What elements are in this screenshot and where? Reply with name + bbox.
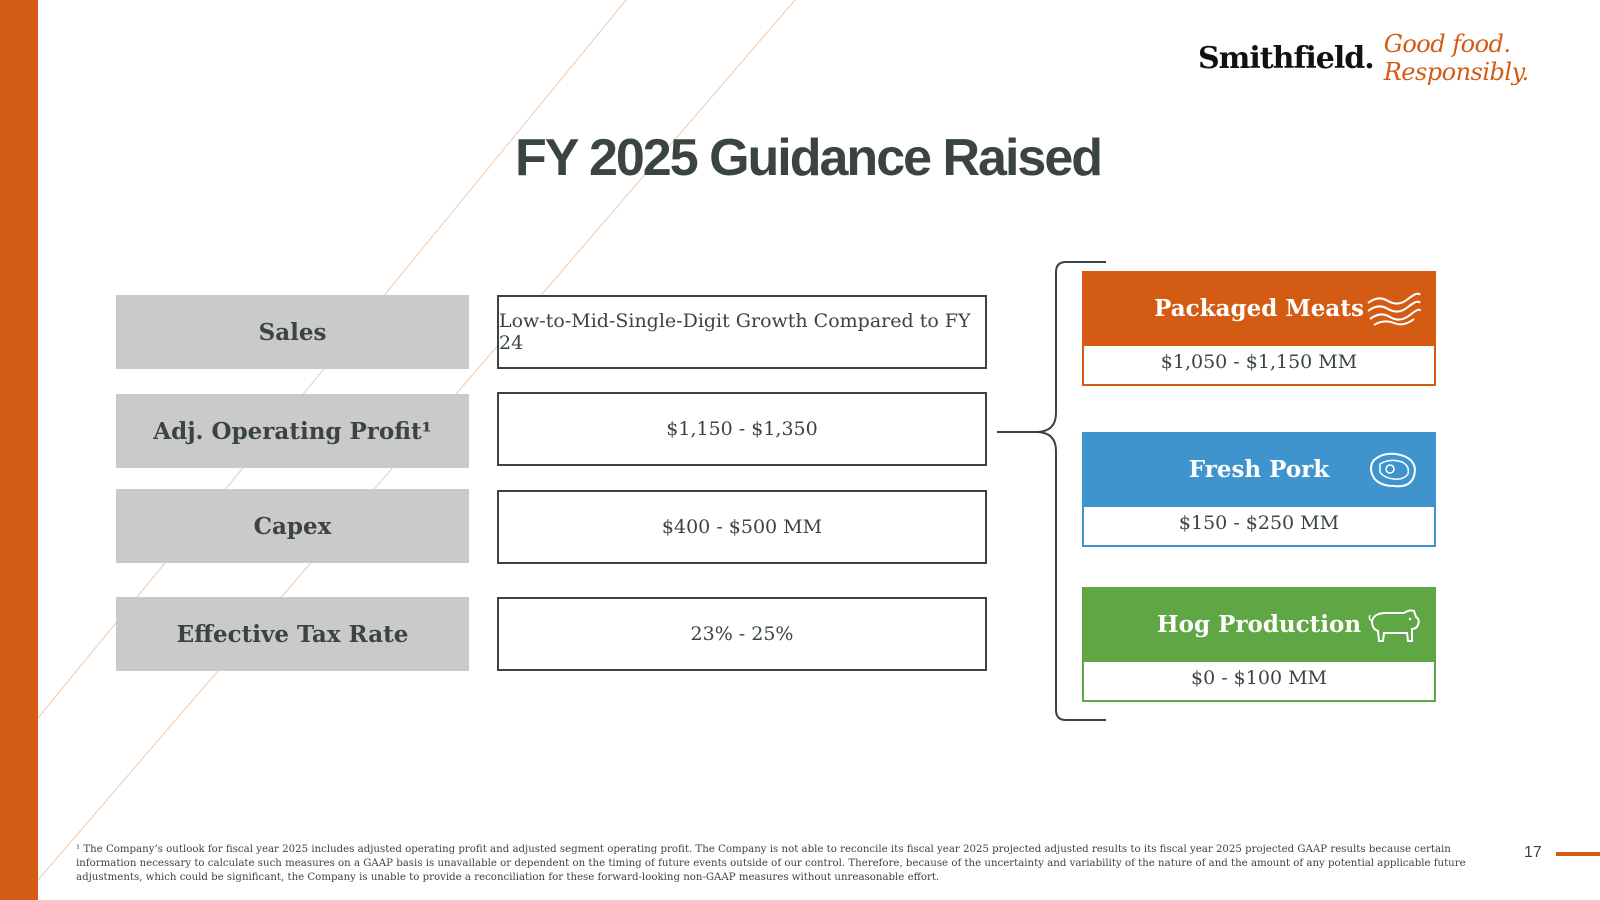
guidance-label-tax-rate: Effective Tax Rate — [116, 597, 469, 671]
pig-icon — [1368, 608, 1420, 642]
guidance-label-sales: Sales — [116, 295, 469, 369]
steak-icon — [1370, 452, 1416, 487]
segment-header: Hog Production — [1082, 587, 1436, 662]
page-title: FY 2025 Guidance Raised — [515, 129, 1103, 187]
guidance-value-operating-profit: $1,150 - $1,350 — [497, 392, 987, 466]
guidance-value-tax-rate: 23% - 25% — [497, 597, 987, 671]
logo-wordmark: Smithfield. — [1198, 40, 1375, 76]
segment-fresh-pork: Fresh Pork $150 - $250 MM — [1082, 432, 1436, 547]
bacon-icon — [1367, 292, 1421, 326]
guidance-value-sales: Low-to-Mid-Single-Digit Growth Compared … — [497, 295, 987, 369]
segment-header: Packaged Meats — [1082, 271, 1436, 346]
footnote: ¹ The Company’s outlook for fiscal year … — [76, 844, 1466, 883]
segment-name: Hog Production — [1156, 611, 1362, 638]
smithfield-logo: Smithfield. Good food. Responsibly. — [1198, 30, 1600, 86]
guidance-value-capex: $400 - $500 MM — [497, 490, 987, 564]
guidance-label-operating-profit: Adj. Operating Profit¹ — [116, 394, 469, 468]
segment-name: Packaged Meats — [1154, 295, 1364, 322]
segment-value: $0 - $100 MM — [1082, 660, 1436, 702]
page-number-accent — [1556, 852, 1600, 856]
segment-header: Fresh Pork — [1082, 432, 1436, 507]
segment-value: $150 - $250 MM — [1082, 505, 1436, 547]
logo-tagline: Good food. Responsibly. — [1383, 30, 1529, 86]
segment-packaged-meats: Packaged Meats $1,050 - $1,150 MM — [1082, 271, 1436, 386]
left-accent-bar — [0, 0, 38, 900]
segment-value: $1,050 - $1,150 MM — [1082, 344, 1436, 386]
page-number: 17 — [1524, 844, 1542, 861]
segment-hog-production: Hog Production $0 - $100 MM — [1082, 587, 1436, 702]
segment-name: Fresh Pork — [1188, 456, 1330, 483]
guidance-label-capex: Capex — [116, 489, 469, 563]
